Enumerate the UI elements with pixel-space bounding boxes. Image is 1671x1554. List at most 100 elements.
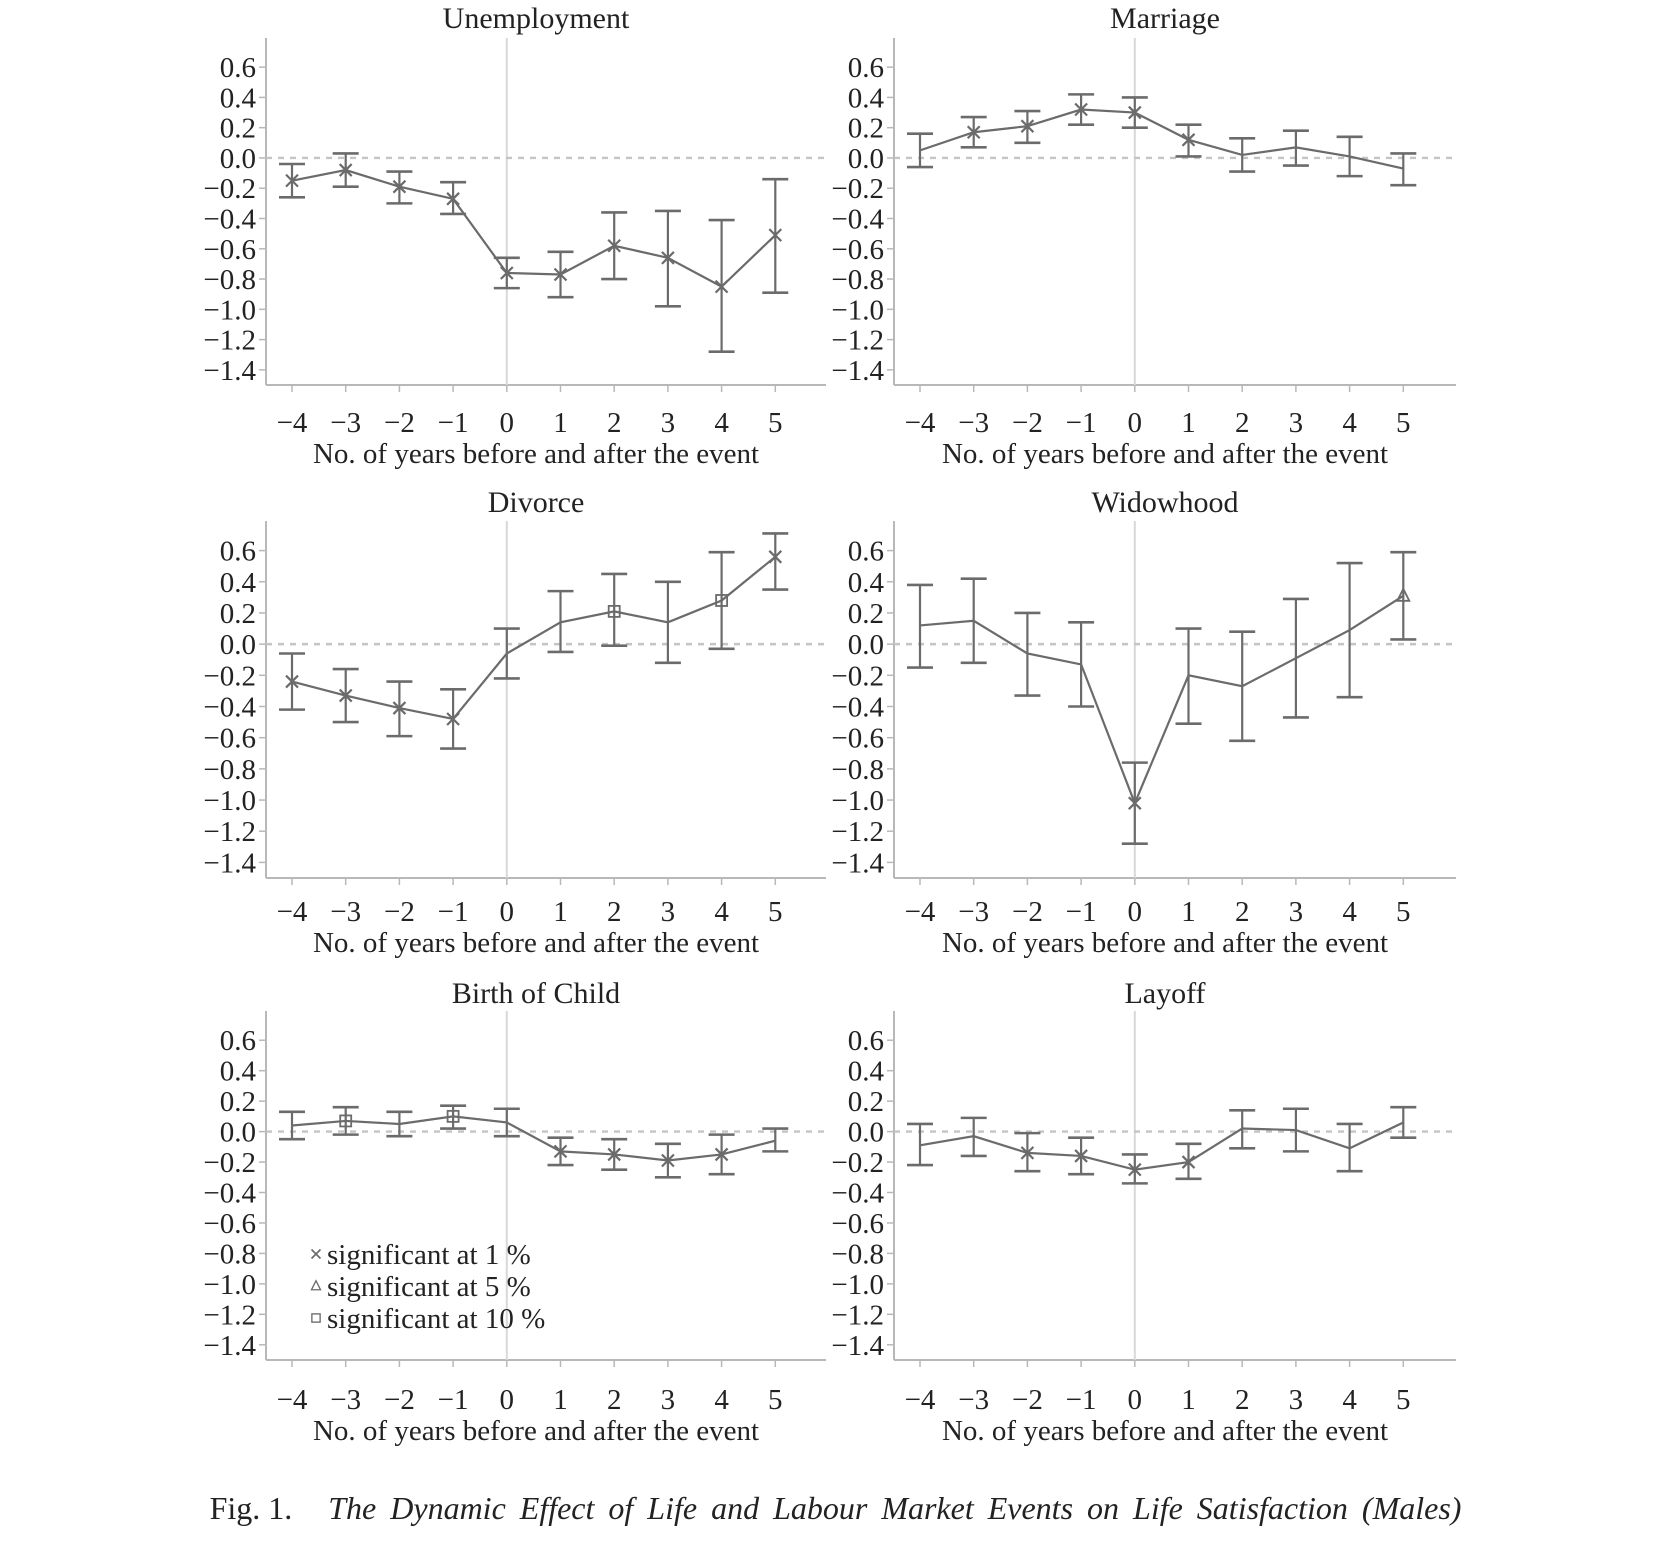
x-tick-label: 3 bbox=[661, 896, 676, 928]
x-tick-label: 2 bbox=[607, 896, 622, 928]
y-tick-label: 0.2 bbox=[848, 1086, 884, 1118]
legend-marker-10pct bbox=[311, 1313, 321, 1323]
y-tick-label: −1.4 bbox=[203, 355, 256, 387]
x-tick-label: −1 bbox=[1066, 1384, 1097, 1416]
x-tick-label: 3 bbox=[1289, 896, 1304, 928]
y-tick-label: −0.4 bbox=[831, 1178, 884, 1210]
data-point bbox=[1128, 796, 1142, 810]
y-tick-label: 0.0 bbox=[848, 1117, 884, 1149]
x-tick-label: −4 bbox=[905, 896, 936, 928]
data-point bbox=[446, 1109, 460, 1123]
x-tick-label: 5 bbox=[1396, 407, 1411, 439]
x-tick-label: 1 bbox=[553, 896, 568, 928]
y-tick-label: −0.4 bbox=[203, 204, 256, 236]
data-point bbox=[446, 192, 460, 206]
series-line bbox=[291, 168, 777, 288]
x-tick-label: 1 bbox=[1181, 896, 1196, 928]
data-point bbox=[714, 279, 729, 294]
chart-title: Marriage bbox=[1110, 2, 1220, 35]
y-tick-label: −0.2 bbox=[203, 660, 256, 692]
chart-panel-1: 0.60.40.20.0−0.2−0.4−0.6−0.8−1.0−1.2−1.4… bbox=[203, 2, 826, 470]
figure-caption-title: The Dynamic Effect of Life and Labour Ma… bbox=[328, 1490, 1462, 1526]
chart-panel-4: 0.60.40.20.0−0.2−0.4−0.6−0.8−1.0−1.2−1.4… bbox=[831, 486, 1456, 959]
y-tick-label: −1.2 bbox=[203, 325, 256, 357]
series-line bbox=[919, 594, 1404, 807]
y-tick-label: 0.2 bbox=[220, 1086, 256, 1118]
data-point bbox=[714, 1147, 729, 1162]
error-bar bbox=[762, 532, 789, 591]
chart-panel-2: 0.60.40.20.0−0.2−0.4−0.6−0.8−1.0−1.2−1.4… bbox=[831, 2, 1456, 470]
x-tick-label: 5 bbox=[768, 407, 783, 439]
y-tick-label: 0.6 bbox=[848, 1025, 884, 1057]
y-tick-label: −0.2 bbox=[203, 1147, 256, 1179]
data-point bbox=[715, 594, 728, 607]
data-point bbox=[1128, 105, 1142, 120]
x-tick-label: 0 bbox=[500, 407, 515, 439]
y-tick-label: 0.0 bbox=[220, 629, 256, 661]
data-point bbox=[661, 1153, 675, 1168]
x-tick-label: 2 bbox=[1235, 896, 1250, 928]
y-tick-label: 0.0 bbox=[220, 143, 256, 175]
x-tick-label: −2 bbox=[1012, 896, 1043, 928]
data-point bbox=[661, 251, 675, 265]
x-axis-label: No. of years before and after the event bbox=[942, 1415, 1388, 1447]
y-tick-label: −1.0 bbox=[831, 785, 884, 817]
y-tick-label: −0.2 bbox=[203, 173, 256, 205]
y-tick-label: −0.2 bbox=[831, 173, 884, 205]
data-point bbox=[607, 1147, 621, 1162]
y-tick-label: −0.6 bbox=[203, 1208, 256, 1240]
x-tick-label: −1 bbox=[438, 407, 469, 439]
x-tick-label: −4 bbox=[905, 407, 936, 439]
y-tick-label: −0.6 bbox=[831, 1208, 884, 1240]
x-tick-label: −1 bbox=[438, 1384, 469, 1416]
x-axis-label: No. of years before and after the event bbox=[313, 927, 759, 959]
y-tick-label: −1.0 bbox=[203, 785, 256, 817]
x-tick-label: −3 bbox=[330, 1384, 361, 1416]
y-tick-label: −0.4 bbox=[831, 692, 884, 724]
x-tick-label: 3 bbox=[1289, 407, 1304, 439]
x-tick-label: 4 bbox=[1342, 896, 1357, 928]
x-tick-label: 4 bbox=[1342, 1384, 1357, 1416]
y-tick-label: −0.2 bbox=[831, 660, 884, 692]
y-tick-label: −0.4 bbox=[203, 1178, 256, 1210]
x-tick-label: 5 bbox=[1396, 896, 1411, 928]
y-tick-label: −0.6 bbox=[831, 723, 884, 755]
y-tick-label: −0.8 bbox=[203, 1238, 256, 1270]
chart-title: Divorce bbox=[488, 486, 585, 519]
chart-panel-5: 0.60.40.20.0−0.2−0.4−0.6−0.8−1.0−1.2−1.4… bbox=[203, 977, 826, 1447]
data-point bbox=[607, 604, 621, 618]
y-tick-label: −0.8 bbox=[831, 1238, 884, 1270]
x-tick-label: −1 bbox=[1066, 407, 1097, 439]
y-tick-label: −1.4 bbox=[831, 1330, 884, 1362]
data-point bbox=[1181, 1155, 1196, 1169]
y-tick-label: −1.0 bbox=[203, 294, 256, 326]
x-tick-label: 1 bbox=[1181, 407, 1196, 439]
data-point bbox=[285, 674, 299, 689]
x-axis-label: No. of years before and after the event bbox=[942, 927, 1388, 959]
y-tick-label: 0.4 bbox=[848, 1056, 885, 1088]
x-tick-label: −3 bbox=[958, 407, 989, 439]
y-tick-label: 0.6 bbox=[848, 536, 884, 568]
data-point bbox=[966, 125, 981, 140]
y-tick-label: 0.4 bbox=[848, 82, 885, 114]
chart-panel-6: 0.60.40.20.0−0.2−0.4−0.6−0.8−1.0−1.2−1.4… bbox=[831, 977, 1456, 1447]
data-point bbox=[768, 228, 783, 242]
y-tick-label: −0.8 bbox=[831, 754, 884, 786]
series-line bbox=[919, 1121, 1404, 1171]
legend: significant at 1 %significant at 5 %sign… bbox=[310, 1239, 545, 1335]
data-point bbox=[338, 688, 353, 703]
x-axis-label: No. of years before and after the event bbox=[313, 438, 759, 470]
y-tick-label: −0.8 bbox=[203, 754, 256, 786]
data-point bbox=[1395, 586, 1411, 602]
x-tick-label: 1 bbox=[1181, 1384, 1196, 1416]
data-point bbox=[500, 266, 514, 280]
y-tick-label: 0.4 bbox=[220, 82, 257, 114]
x-tick-label: 0 bbox=[500, 1384, 515, 1416]
data-point bbox=[338, 163, 353, 177]
x-tick-label: 3 bbox=[661, 1384, 676, 1416]
y-tick-label: −1.2 bbox=[203, 816, 256, 848]
figure-caption: Fig. 1. The Dynamic Effect of Life and La… bbox=[0, 1490, 1671, 1527]
series-line bbox=[919, 108, 1404, 170]
x-tick-label: −3 bbox=[330, 896, 361, 928]
